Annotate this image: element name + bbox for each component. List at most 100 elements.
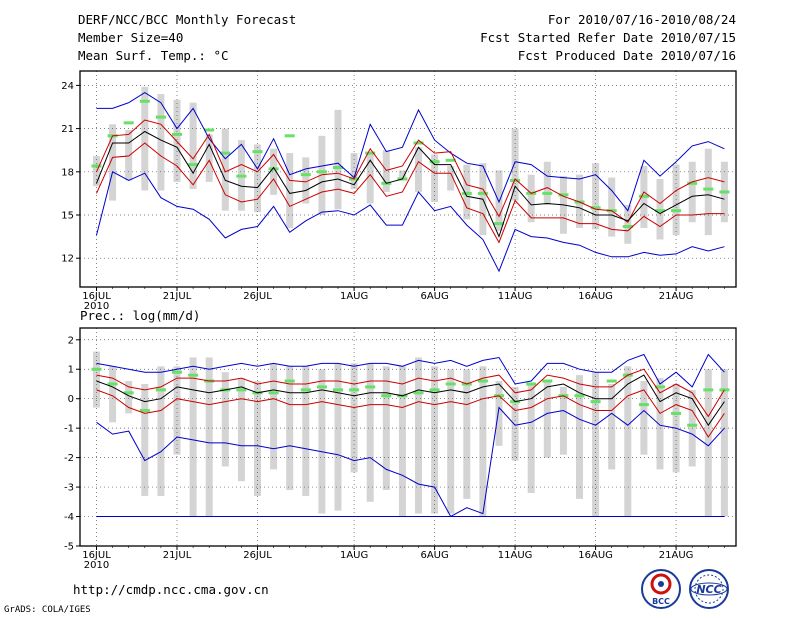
median-marker xyxy=(155,388,166,392)
median-marker xyxy=(719,388,730,392)
y-tick-label: -2 xyxy=(64,453,74,464)
ensemble-mean-line xyxy=(96,374,725,427)
spread-box xyxy=(302,366,310,496)
variable-label-top: Mean Surf. Temp.: °C xyxy=(78,48,229,63)
spread-box xyxy=(109,124,117,201)
produced-date: Fcst Produced Date 2010/07/16 xyxy=(517,48,736,63)
median-marker xyxy=(526,382,537,386)
median-marker xyxy=(172,132,182,136)
median-marker xyxy=(268,167,279,171)
median-marker xyxy=(139,99,150,103)
median-marker xyxy=(687,181,698,185)
median-marker xyxy=(671,411,682,415)
x-tick-label: 6AUG xyxy=(420,291,448,302)
spread-box xyxy=(495,170,503,231)
median-marker xyxy=(461,191,472,195)
median-marker xyxy=(477,379,488,383)
median-marker xyxy=(300,388,311,392)
median-marker xyxy=(719,190,730,194)
median-marker xyxy=(703,388,714,392)
median-marker xyxy=(542,191,553,195)
refer-date: Fcst Started Refer Date 2010/07/15 xyxy=(480,30,736,45)
spread-box xyxy=(237,378,245,482)
median-marker xyxy=(638,194,649,198)
spread-box xyxy=(398,366,406,517)
median-marker xyxy=(671,209,682,213)
x-tick-label: 21JUL xyxy=(163,550,192,561)
median-marker xyxy=(606,379,617,383)
y-tick-label: -3 xyxy=(64,483,74,494)
min-line xyxy=(96,406,725,518)
median-marker xyxy=(365,385,376,389)
median-marker xyxy=(558,193,569,197)
spread-box xyxy=(415,357,422,514)
spread-box xyxy=(704,369,712,517)
spread-box xyxy=(431,154,439,203)
spread-box xyxy=(286,366,294,491)
spread-box xyxy=(141,86,149,191)
lower-spread-line xyxy=(96,389,725,438)
spread-box xyxy=(173,99,181,182)
panel-temperature: 12 15 18 21 24 16JUL 21JUL 26JUL 1AUG 6AUG 11AUG 16… xyxy=(61,70,737,312)
x-tick-label: 16JUL xyxy=(82,550,111,561)
spread-box xyxy=(415,147,422,192)
spread-box xyxy=(543,381,551,458)
y-tick-label: 1 xyxy=(68,365,74,376)
median-marker xyxy=(413,391,424,395)
x-year-label: 2010 xyxy=(84,560,109,571)
x-tick-label: 1AUG xyxy=(340,550,368,561)
ensemble-mean-line xyxy=(96,130,725,239)
median-marker xyxy=(445,382,456,386)
median-marker xyxy=(316,385,327,389)
median-marker xyxy=(381,394,392,398)
spread-box xyxy=(463,369,471,499)
median-marker xyxy=(91,164,102,168)
median-marker xyxy=(429,388,440,392)
median-marker xyxy=(188,373,199,377)
spread-box xyxy=(302,157,310,204)
plot-frame xyxy=(79,70,737,288)
median-marker xyxy=(445,158,456,162)
spread-box xyxy=(141,383,149,496)
forecast-period: For 2010/07/16-2010/08/24 xyxy=(547,12,736,27)
x-year-label: 2010 xyxy=(84,301,109,312)
spread-box xyxy=(318,135,326,215)
median-marker xyxy=(107,382,118,386)
median-marker xyxy=(510,178,521,182)
spread-box xyxy=(624,204,632,244)
spread-box xyxy=(495,381,503,446)
median-marker xyxy=(91,367,102,371)
median-marker xyxy=(333,388,343,392)
y-tick-label: 15 xyxy=(61,211,74,222)
spread-box xyxy=(366,154,374,204)
x-tick-label: 21JUL xyxy=(163,291,192,302)
spread-box xyxy=(559,386,567,455)
median-marker xyxy=(477,191,488,195)
median-marker xyxy=(413,141,424,145)
spread-box xyxy=(109,366,117,423)
spread-box xyxy=(125,381,133,414)
median-marker xyxy=(268,391,279,395)
x-tick-label: 11AUG xyxy=(498,550,533,561)
y-tick-label: -4 xyxy=(64,512,74,523)
median-marker xyxy=(123,391,134,395)
median-marker xyxy=(316,170,327,174)
spread-box xyxy=(479,366,487,517)
median-marker xyxy=(687,423,698,427)
spread-box xyxy=(382,366,390,491)
median-marker xyxy=(204,128,215,132)
spread-box xyxy=(447,369,455,514)
spread-box xyxy=(189,102,197,190)
upper-spread-line xyxy=(96,119,725,223)
footer-url[interactable]: http://cmdp.ncc.cma.gov.cn xyxy=(73,582,269,597)
x-tick-label: 26JUL xyxy=(243,291,272,302)
grads-credit: GrADS: COLA/IGES xyxy=(4,605,91,615)
spread-box xyxy=(656,378,664,470)
y-tick-label: 0 xyxy=(68,394,74,405)
spread-box xyxy=(350,363,358,473)
spread-box xyxy=(334,363,342,511)
spread-box xyxy=(608,177,616,237)
spread-box xyxy=(527,383,535,493)
spread-box xyxy=(608,383,616,470)
